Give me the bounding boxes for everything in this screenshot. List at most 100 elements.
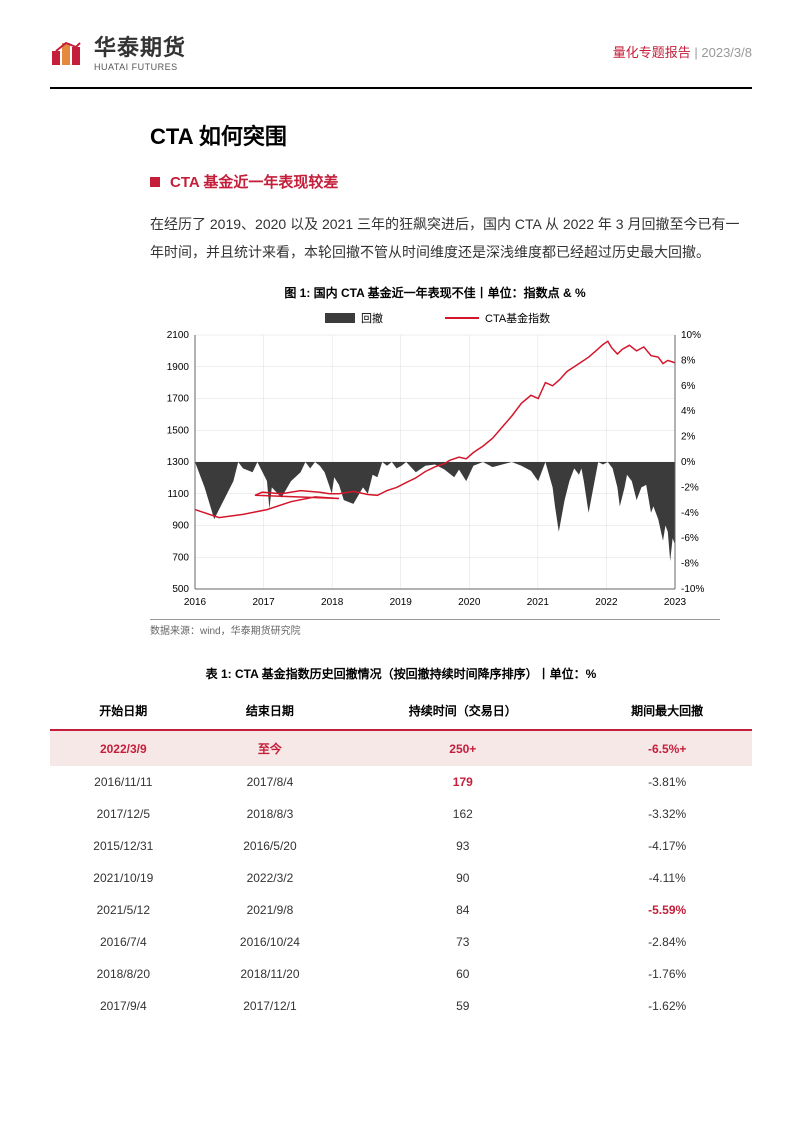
svg-text:0%: 0% [681, 457, 696, 468]
svg-text:1900: 1900 [167, 362, 190, 373]
logo-text-zh: 华泰期货 [94, 30, 186, 62]
table-row: 2015/12/312016/5/2093-4.17% [50, 830, 752, 862]
table-cell: -5.59% [582, 894, 752, 926]
table-cell: 至今 [197, 730, 344, 766]
svg-text:2021: 2021 [527, 597, 550, 608]
table-header-cell: 期间最大回撤 [582, 692, 752, 730]
svg-text:2019: 2019 [390, 597, 413, 608]
header-right: 量化专题报告 | 2023/3/8 [613, 42, 752, 61]
table-cell: 162 [343, 798, 582, 830]
table-cell: 2021/10/19 [50, 862, 197, 894]
table-cell: 73 [343, 926, 582, 958]
table-cell: -1.62% [582, 990, 752, 1022]
subtitle-row: CTA 基金近一年表现较差 [150, 171, 752, 192]
content-area: CTA 如何突围 CTA 基金近一年表现较差 在经历了 2019、2020 以及… [0, 119, 802, 1022]
svg-text:4%: 4% [681, 406, 696, 417]
table-row: 2021/10/192022/3/290-4.11% [50, 862, 752, 894]
table-cell: -3.81% [582, 766, 752, 798]
table-cell: 59 [343, 990, 582, 1022]
table-cell: 2017/12/5 [50, 798, 197, 830]
svg-text:-2%: -2% [681, 482, 699, 493]
svg-text:CTA基金指数: CTA基金指数 [485, 311, 550, 325]
svg-text:-4%: -4% [681, 508, 699, 519]
table-row: 2017/12/52018/8/3162-3.32% [50, 798, 752, 830]
table-row: 2018/8/202018/11/2060-1.76% [50, 958, 752, 990]
table-cell: 2017/9/4 [50, 990, 197, 1022]
svg-text:2017: 2017 [252, 597, 275, 608]
table-cell: 2018/8/3 [197, 798, 344, 830]
intro-paragraph: 在经历了 2019、2020 以及 2021 三年的狂飙突进后，国内 CTA 从… [150, 210, 752, 266]
svg-text:8%: 8% [681, 355, 696, 366]
svg-text:2020: 2020 [458, 597, 481, 608]
svg-text:10%: 10% [681, 330, 701, 341]
table-cell: 2018/8/20 [50, 958, 197, 990]
table-cell: 2018/11/20 [197, 958, 344, 990]
table-cell: 90 [343, 862, 582, 894]
svg-text:2018: 2018 [321, 597, 344, 608]
table-row: 2021/5/122021/9/884-5.59% [50, 894, 752, 926]
table-cell: 60 [343, 958, 582, 990]
svg-text:900: 900 [172, 521, 189, 532]
report-date: 2023/3/8 [701, 45, 752, 60]
table-cell: -2.84% [582, 926, 752, 958]
svg-text:500: 500 [172, 584, 189, 595]
svg-text:2016: 2016 [184, 597, 207, 608]
subtitle: CTA 基金近一年表现较差 [170, 171, 338, 192]
header-divider [50, 87, 752, 89]
bullet-icon [150, 177, 160, 187]
table-row: 2017/9/42017/12/159-1.62% [50, 990, 752, 1022]
table-cell: -3.32% [582, 798, 752, 830]
table-cell: 250+ [343, 730, 582, 766]
table-cell: 2016/7/4 [50, 926, 197, 958]
table-cell: -4.17% [582, 830, 752, 862]
table-cell: 2015/12/31 [50, 830, 197, 862]
svg-text:1300: 1300 [167, 457, 190, 468]
page-title: CTA 如何突围 [150, 119, 752, 151]
logo-text-en: HUATAI FUTURES [94, 62, 186, 72]
svg-text:1500: 1500 [167, 425, 190, 436]
table-cell: 2021/5/12 [50, 894, 197, 926]
table-cell: 2017/12/1 [197, 990, 344, 1022]
table-cell: 2016/11/11 [50, 766, 197, 798]
chart-title: 图 1: 国内 CTA 基金近一年表现不佳丨单位：指数点 & % [150, 284, 720, 301]
table-cell: 2022/3/9 [50, 730, 197, 766]
table-cell: 2022/3/2 [197, 862, 344, 894]
huatai-logo-icon [50, 33, 86, 69]
table-cell: 84 [343, 894, 582, 926]
table-cell: 2021/9/8 [197, 894, 344, 926]
header-sep: | [691, 45, 702, 60]
table-cell: 2016/5/20 [197, 830, 344, 862]
table-header-cell: 持续时间（交易日） [343, 692, 582, 730]
table-row: 2016/7/42016/10/2473-2.84% [50, 926, 752, 958]
table-row: 2016/11/112017/8/4179-3.81% [50, 766, 752, 798]
svg-text:-6%: -6% [681, 533, 699, 544]
svg-text:回撤: 回撤 [361, 311, 383, 325]
svg-text:700: 700 [172, 552, 189, 563]
table-cell: -6.5%+ [582, 730, 752, 766]
cta-chart: 回撤 CTA基金指数 500 700 900 1100 1300 1500 1700 1900 21… [150, 307, 720, 617]
svg-text:6%: 6% [681, 381, 696, 392]
table-cell: 2016/10/24 [197, 926, 344, 958]
report-type: 量化专题报告 [613, 45, 691, 60]
table-header-cell: 开始日期 [50, 692, 197, 730]
table-cell: 93 [343, 830, 582, 862]
chart-container: 图 1: 国内 CTA 基金近一年表现不佳丨单位：指数点 & % 回撤 CTA基金… [150, 284, 720, 637]
drawdown-table: 开始日期结束日期持续时间（交易日）期间最大回撤 2022/3/9至今250+-6… [50, 692, 752, 1022]
table-header-row: 开始日期结束日期持续时间（交易日）期间最大回撤 [50, 692, 752, 730]
svg-text:-8%: -8% [681, 559, 699, 570]
table-title: 表 1: CTA 基金指数历史回撤情况（按回撤持续时间降序排序）丨单位：% [50, 665, 752, 682]
table-cell: -4.11% [582, 862, 752, 894]
table-row: 2022/3/9至今250+-6.5%+ [50, 730, 752, 766]
table-cell: 2017/8/4 [197, 766, 344, 798]
table-cell: 179 [343, 766, 582, 798]
chart-source: 数据来源：wind，华泰期货研究院 [150, 619, 720, 637]
table-header-cell: 结束日期 [197, 692, 344, 730]
svg-text:1100: 1100 [167, 489, 189, 500]
table-cell: -1.76% [582, 958, 752, 990]
svg-text:2022: 2022 [595, 597, 618, 608]
svg-text:-10%: -10% [681, 584, 704, 595]
svg-text:2023: 2023 [664, 597, 687, 608]
svg-text:2%: 2% [681, 432, 696, 443]
svg-text:2100: 2100 [167, 330, 190, 341]
svg-text:1700: 1700 [167, 394, 190, 405]
